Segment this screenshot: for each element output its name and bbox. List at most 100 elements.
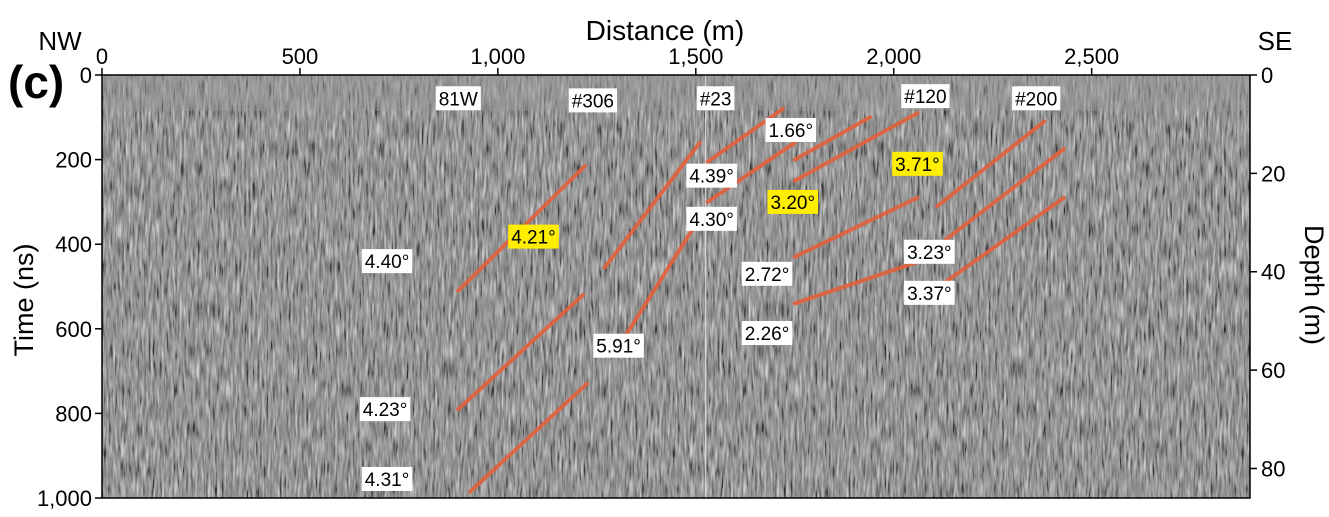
dip-label-10-text: 2.72° — [745, 265, 790, 286]
y-tick-label-right-1: 20 — [1261, 161, 1285, 186]
y-tick-label-left-2: 400 — [55, 232, 92, 257]
y-tick-label-left-3: 600 — [55, 317, 92, 342]
dip-label-8: 1.66° — [765, 117, 817, 142]
x-tick-label-3: 1,500 — [668, 44, 723, 69]
dip-label-9-text: 3.20° — [770, 193, 815, 214]
near-surface-band — [102, 75, 1250, 111]
well-marker-1: 81W — [435, 86, 481, 111]
dip-label-1-box — [361, 249, 413, 274]
y-axis-title-right: Depth (m) — [1299, 225, 1329, 345]
dip-label-10-box — [741, 261, 793, 286]
y-tick-label-left-4: 800 — [55, 401, 92, 426]
dip-label-5: 5.91° — [593, 333, 644, 358]
y-tick-label-right-2: 40 — [1261, 260, 1285, 285]
dip-label-13-box — [904, 239, 955, 264]
reflector-lines — [456, 106, 1066, 494]
x-tick-label-4: 2,000 — [866, 44, 921, 69]
radargram-texture — [102, 75, 1250, 498]
panel-label: (c) — [8, 56, 64, 108]
well-marker-4: #120 — [901, 84, 950, 109]
y-tick-label-left-1: 200 — [55, 148, 92, 173]
corner-label-nw: NW — [38, 26, 82, 56]
dip-label-13: 3.23° — [904, 239, 955, 264]
reflector-line-12 — [935, 119, 1047, 209]
dip-label-5-text: 5.91° — [596, 337, 641, 358]
reflector-line-5 — [610, 212, 704, 359]
well-marker-1-box — [435, 86, 481, 111]
x-tick-label-2: 1,000 — [470, 44, 525, 69]
well-marker-2-box — [568, 88, 618, 113]
x-axis-title: Distance (m) — [586, 15, 745, 46]
dip-label-12-box — [892, 151, 943, 176]
dip-label-2-box — [359, 397, 411, 422]
y-tick-label-right-0: 0 — [1261, 63, 1273, 88]
well-marker-5-text: #200 — [1015, 89, 1057, 110]
dip-label-14-box — [904, 280, 955, 305]
dip-label-7: 4.30° — [686, 206, 737, 231]
dip-label-9: 3.20° — [767, 189, 819, 214]
well-marker-3-box — [696, 86, 735, 111]
y-tick-label-left-5: 1,000 — [37, 486, 92, 511]
dip-label-10: 2.72° — [741, 261, 793, 286]
dip-label-4: 4.21° — [508, 224, 559, 249]
reflector-line-2 — [456, 292, 585, 412]
reflector-line-8 — [792, 115, 872, 162]
dip-label-4-text: 4.21° — [511, 228, 556, 249]
plot-frame — [101, 74, 1251, 499]
dip-label-1: 4.40° — [361, 249, 413, 274]
dip-label-6-text: 4.39° — [689, 167, 734, 188]
well-marker-3: #23 — [696, 86, 735, 111]
x-tick-label-0: 0 — [96, 44, 108, 69]
reflector-line-9 — [792, 111, 920, 183]
dip-label-2-text: 4.23° — [363, 400, 408, 421]
reflector-line-6 — [705, 106, 785, 164]
dip-label-9-box — [767, 189, 819, 214]
y-tick-label-right-3: 60 — [1261, 358, 1285, 383]
annotation-labels: 81W #306 #23 #120 #200 4.40° 4.23° 4.31° 4.21° 5.… — [359, 84, 1061, 491]
reflector-line-14 — [943, 195, 1066, 285]
well-marker-5: #200 — [1012, 86, 1061, 111]
dip-label-3-text: 4.31° — [365, 470, 410, 491]
dip-label-14-text: 3.37° — [907, 284, 952, 305]
dip-label-14: 3.37° — [904, 280, 955, 305]
axes: 0 500 1,000 1,500 2,000 2,50002004006008001,0… — [37, 44, 1286, 511]
reflector-line-3 — [468, 381, 589, 494]
corner-label-se: SE — [1258, 26, 1293, 56]
dip-label-8-box — [765, 117, 817, 142]
dip-label-11-text: 2.26° — [745, 324, 790, 345]
dip-label-12: 3.71° — [892, 151, 943, 176]
reflector-line-7 — [705, 140, 797, 204]
radargram-background — [102, 75, 1250, 498]
dip-label-3: 4.31° — [361, 466, 413, 491]
dip-label-6-box — [686, 163, 737, 188]
well-marker-4-text: #120 — [904, 87, 946, 108]
reflector-line-4 — [602, 140, 702, 270]
dip-label-13-text: 3.23° — [907, 243, 952, 264]
dip-label-12-text: 3.71° — [895, 155, 940, 176]
well-marker-4-box — [901, 84, 950, 109]
dip-label-8-text: 1.66° — [769, 121, 814, 142]
dip-label-5-box — [593, 333, 644, 358]
y-tick-label-right-4: 80 — [1261, 456, 1285, 481]
well-marker-2-text: #306 — [572, 91, 614, 112]
y-axis-title-left: Time (ns) — [9, 244, 39, 357]
y-tick-label-left-0: 0 — [80, 63, 92, 88]
well-marker-1-text: 81W — [439, 89, 478, 110]
dip-label-3-box — [361, 466, 413, 491]
well-marker-5-box — [1012, 86, 1061, 111]
dip-label-1-text: 4.40° — [365, 252, 410, 273]
dip-label-7-text: 4.30° — [689, 210, 734, 231]
x-tick-label-1: 500 — [282, 44, 319, 69]
dip-label-11-box — [741, 321, 793, 346]
dip-label-7-box — [686, 206, 737, 231]
well-marker-2: #306 — [568, 88, 618, 113]
reflector-line-13 — [943, 147, 1066, 242]
well-marker-3-text: #23 — [700, 89, 732, 110]
dip-label-6: 4.39° — [686, 163, 737, 188]
dip-label-11: 2.26° — [741, 321, 793, 346]
x-tick-label-5: 2,500 — [1064, 44, 1119, 69]
dip-label-2: 4.23° — [359, 397, 411, 422]
dip-label-4-box — [508, 224, 559, 249]
